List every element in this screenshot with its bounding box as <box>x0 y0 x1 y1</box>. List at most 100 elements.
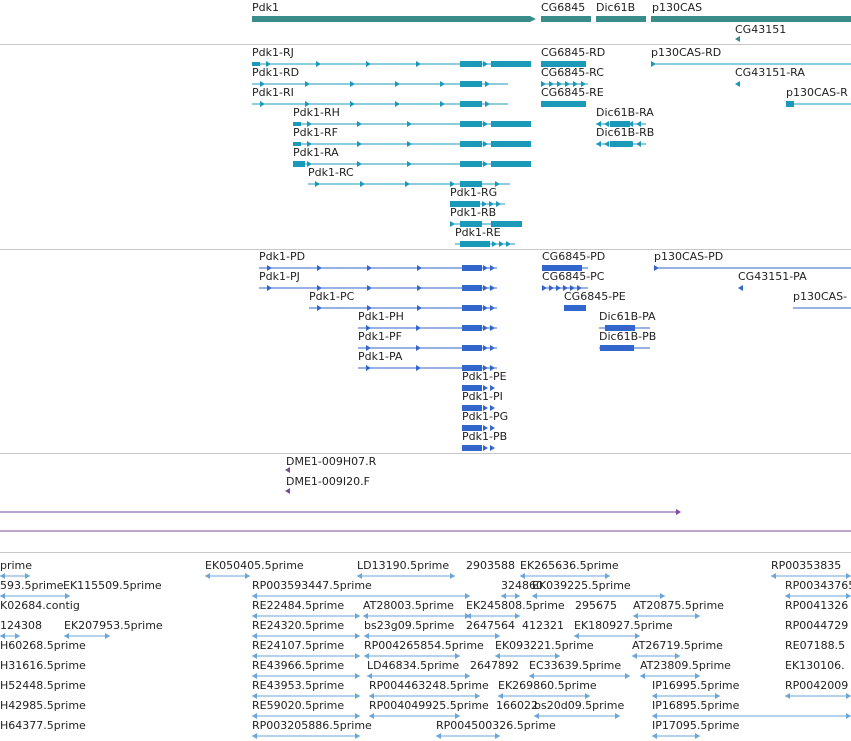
feature-label-dic61b-ra[interactable]: Dic61B-RA <box>596 106 654 119</box>
feature-label-rp004265854-5prime[interactable]: RP004265854.5prime <box>364 639 484 652</box>
feature-label-h42985-5prime[interactable]: H42985.5prime <box>0 699 86 712</box>
feature-label-h31616-5prime[interactable]: H31616.5prime <box>0 659 86 672</box>
feature-label-593-5prime[interactable]: 593.5prime <box>0 579 64 592</box>
feature-label-pdk1-pd[interactable]: Pdk1-PD <box>259 250 306 263</box>
feature-label-pdk1-rd[interactable]: Pdk1-RD <box>252 66 300 79</box>
feature-block[interactable] <box>462 305 482 311</box>
feature-label-rp003593447-5prime[interactable]: RP003593447.5prime <box>252 579 372 592</box>
feature-label-k02684-contig[interactable]: K02684.contig <box>0 599 80 612</box>
feature-label-p130cas[interactable]: p130CAS- <box>793 290 848 303</box>
feature-label-cg6845-rc[interactable]: CG6845-RC <box>541 66 604 79</box>
feature-label-ek265636-5prime[interactable]: EK265636.5prime <box>520 559 619 572</box>
feature-label-h60268-5prime[interactable]: H60268.5prime <box>0 639 86 652</box>
feature-label-rp004049925-5prime[interactable]: RP004049925.5prime <box>369 699 489 712</box>
feature-block[interactable] <box>460 101 482 107</box>
feature-block[interactable] <box>293 142 301 146</box>
feature-label-pdk1-ph[interactable]: Pdk1-PH <box>358 310 404 323</box>
gene-p130cas[interactable] <box>651 16 851 22</box>
feature-block[interactable] <box>491 141 531 147</box>
feature-label-ld46834-5prime[interactable]: LD46834.5prime <box>367 659 460 672</box>
feature-block[interactable] <box>600 345 634 351</box>
feature-label-166022[interactable]: 166022 <box>496 699 538 712</box>
feature-label-dic61b-rb[interactable]: Dic61B-RB <box>596 126 655 139</box>
feature-label-h52448-5prime[interactable]: H52448.5prime <box>0 679 86 692</box>
feature-label-dic61b[interactable]: Dic61B <box>596 1 636 14</box>
feature-label-pdk1[interactable]: Pdk1 <box>252 1 279 14</box>
feature-label-p130cas-pd[interactable]: p130CAS-PD <box>654 250 724 263</box>
feature-label-pdk1-pf[interactable]: Pdk1-PF <box>358 330 402 343</box>
feature-label-bs20d09-5prime[interactable]: bs20d09.5prime <box>534 699 625 712</box>
feature-block[interactable] <box>462 365 482 371</box>
feature-label-cg43151-ra[interactable]: CG43151-RA <box>735 66 805 79</box>
feature-label-at20875-5prime[interactable]: AT20875.5prime <box>633 599 724 612</box>
feature-label-pdk1-rb[interactable]: Pdk1-RB <box>450 206 497 219</box>
feature-label-295675[interactable]: 295675 <box>575 599 617 612</box>
feature-block[interactable] <box>460 181 482 187</box>
feature-label-re24107-5prime[interactable]: RE24107.5prime <box>252 639 345 652</box>
feature-label-re24320-5prime[interactable]: RE24320.5prime <box>252 619 345 632</box>
feature-label-pdk1-rc[interactable]: Pdk1-RC <box>308 166 354 179</box>
feature-block[interactable] <box>462 445 482 451</box>
feature-label-rp0042009[interactable]: RP0042009 <box>785 679 849 692</box>
feature-label-at23809-5prime[interactable]: AT23809.5prime <box>640 659 731 672</box>
feature-label-p130cas-r[interactable]: p130CAS-R <box>786 86 848 99</box>
feature-label-pdk1-ri[interactable]: Pdk1-RI <box>252 86 294 99</box>
feature-label-dme1-009h07-r[interactable]: DME1-009H07.R <box>286 455 377 468</box>
feature-label-re07188-5[interactable]: RE07188.5 <box>785 639 846 652</box>
feature-label-pdk1-pc[interactable]: Pdk1-PC <box>309 290 355 303</box>
feature-label-rp00353835[interactable]: RP00353835 <box>771 559 842 572</box>
feature-label-prime[interactable]: prime <box>0 559 33 572</box>
feature-block[interactable] <box>542 265 582 271</box>
feature-block[interactable] <box>610 141 632 147</box>
feature-block[interactable] <box>491 161 531 167</box>
feature-label-ip16895-5prime[interactable]: IP16895.5prime <box>652 699 740 712</box>
feature-block[interactable] <box>605 325 635 331</box>
feature-label-at26719-5prime[interactable]: AT26719.5prime <box>632 639 723 652</box>
feature-block[interactable] <box>462 345 482 351</box>
feature-label-pdk1-rj[interactable]: Pdk1-RJ <box>252 46 294 59</box>
feature-label-re43953-5prime[interactable]: RE43953.5prime <box>252 679 345 692</box>
feature-label-cg6845-pd[interactable]: CG6845-PD <box>542 250 606 263</box>
feature-label-p130cas-rd[interactable]: p130CAS-RD <box>651 46 722 59</box>
feature-block[interactable] <box>491 61 531 67</box>
feature-label-rp0041326[interactable]: RP0041326 <box>785 599 849 612</box>
feature-label-324860[interactable]: 324860 <box>501 579 543 592</box>
feature-label-ek039225-5prime[interactable]: EK039225.5prime <box>532 579 631 592</box>
feature-label-rp00343765[interactable]: RP00343765 <box>785 579 851 592</box>
feature-label-cg43151-pa[interactable]: CG43151-PA <box>738 270 807 283</box>
feature-label-cg43151[interactable]: CG43151 <box>735 23 787 36</box>
feature-block[interactable] <box>462 285 482 291</box>
feature-label-bs23g09-5prime[interactable]: bs23g09.5prime <box>364 619 455 632</box>
feature-label-cg6845-pe[interactable]: CG6845-PE <box>564 290 626 303</box>
feature-label-124308[interactable]: 124308 <box>0 619 42 632</box>
feature-block[interactable] <box>462 325 482 331</box>
feature-label-rp003205886-5prime[interactable]: RP003205886.5prime <box>252 719 372 732</box>
feature-block[interactable] <box>541 101 586 107</box>
feature-label-pdk1-pg[interactable]: Pdk1-PG <box>462 410 509 423</box>
feature-block[interactable] <box>610 121 630 127</box>
feature-label-re59020-5prime[interactable]: RE59020.5prime <box>252 699 345 712</box>
feature-label-cg6845-pc[interactable]: CG6845-PC <box>542 270 605 283</box>
feature-block[interactable] <box>462 425 482 431</box>
feature-label-ek050405-5prime[interactable]: EK050405.5prime <box>205 559 304 572</box>
feature-label-pdk1-pa[interactable]: Pdk1-PA <box>358 350 403 363</box>
feature-block[interactable] <box>786 101 794 107</box>
gene-cg6845[interactable] <box>541 16 591 22</box>
feature-label-pdk1-pi[interactable]: Pdk1-PI <box>462 390 503 403</box>
feature-block[interactable] <box>462 265 482 271</box>
feature-label-dic61b-pb[interactable]: Dic61B-PB <box>599 330 657 343</box>
feature-label-pdk1-rg[interactable]: Pdk1-RG <box>450 186 498 199</box>
feature-label-ek207953-5prime[interactable]: EK207953.5prime <box>64 619 163 632</box>
feature-label-pdk1-ra[interactable]: Pdk1-RA <box>293 146 339 159</box>
feature-label-re43966-5prime[interactable]: RE43966.5prime <box>252 659 345 672</box>
feature-label-pdk1-pe[interactable]: Pdk1-PE <box>462 370 507 383</box>
feature-block[interactable] <box>460 81 482 87</box>
feature-label-pdk1-rh[interactable]: Pdk1-RH <box>293 106 340 119</box>
feature-label-rp004500326-5prime[interactable]: RP004500326.5prime <box>436 719 556 732</box>
feature-block[interactable] <box>462 405 482 411</box>
feature-label-pdk1-pj[interactable]: Pdk1-PJ <box>259 270 300 283</box>
feature-label-at28003-5prime[interactable]: AT28003.5prime <box>363 599 454 612</box>
gene-dic61b[interactable] <box>596 16 646 22</box>
feature-block[interactable] <box>450 201 480 207</box>
feature-label-ld13190-5prime[interactable]: LD13190.5prime <box>357 559 450 572</box>
